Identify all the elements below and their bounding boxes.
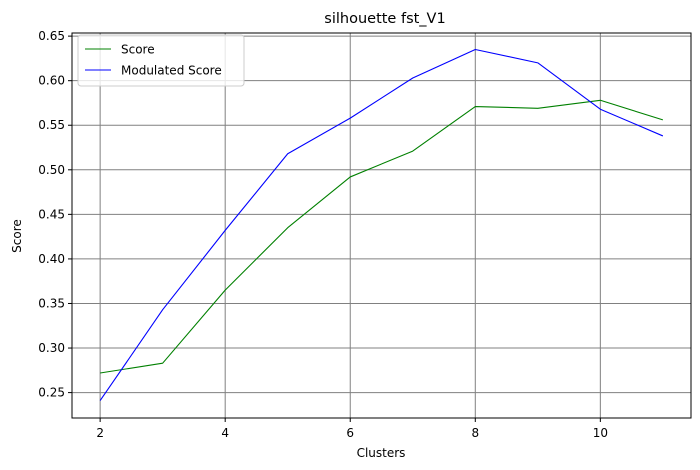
y-axis-label: Score [10, 219, 24, 253]
x-tick-label: 6 [346, 426, 354, 440]
legend-box [77, 34, 245, 87]
x-tick-label: 8 [471, 426, 479, 440]
chart-title: silhouette fst_V1 [324, 11, 445, 27]
y-tick-label: 0.60 [38, 74, 65, 88]
grid-lines [72, 33, 691, 418]
y-tick-label: 0.35 [38, 296, 65, 310]
x-axis-label: Clusters [357, 446, 406, 460]
y-tick-label: 0.55 [38, 118, 65, 132]
x-tick-label: 4 [221, 426, 229, 440]
x-tick-label: 2 [96, 426, 104, 440]
axis-ticks: 2 4 6 8 10 0.25 0.30 0.35 0.40 0.45 0.50 0.55 0.60 0.… [38, 29, 608, 440]
x-tick-label: 10 [593, 426, 608, 440]
y-tick-label: 0.45 [38, 207, 65, 221]
y-tick-label: 0.25 [38, 386, 65, 400]
series-lines [99, 48, 664, 401]
series-line [99, 48, 664, 401]
y-tick-label: 0.65 [38, 29, 65, 43]
legend: Score Modulated Score [77, 34, 245, 87]
legend-label: Modulated Score [121, 64, 222, 78]
series-line [100, 99, 664, 374]
y-tick-label: 0.30 [38, 341, 65, 355]
y-tick-label: 0.40 [38, 252, 65, 266]
y-tick-label: 0.50 [38, 163, 65, 177]
legend-label: Score [121, 43, 155, 57]
plot-frame [71, 32, 692, 419]
